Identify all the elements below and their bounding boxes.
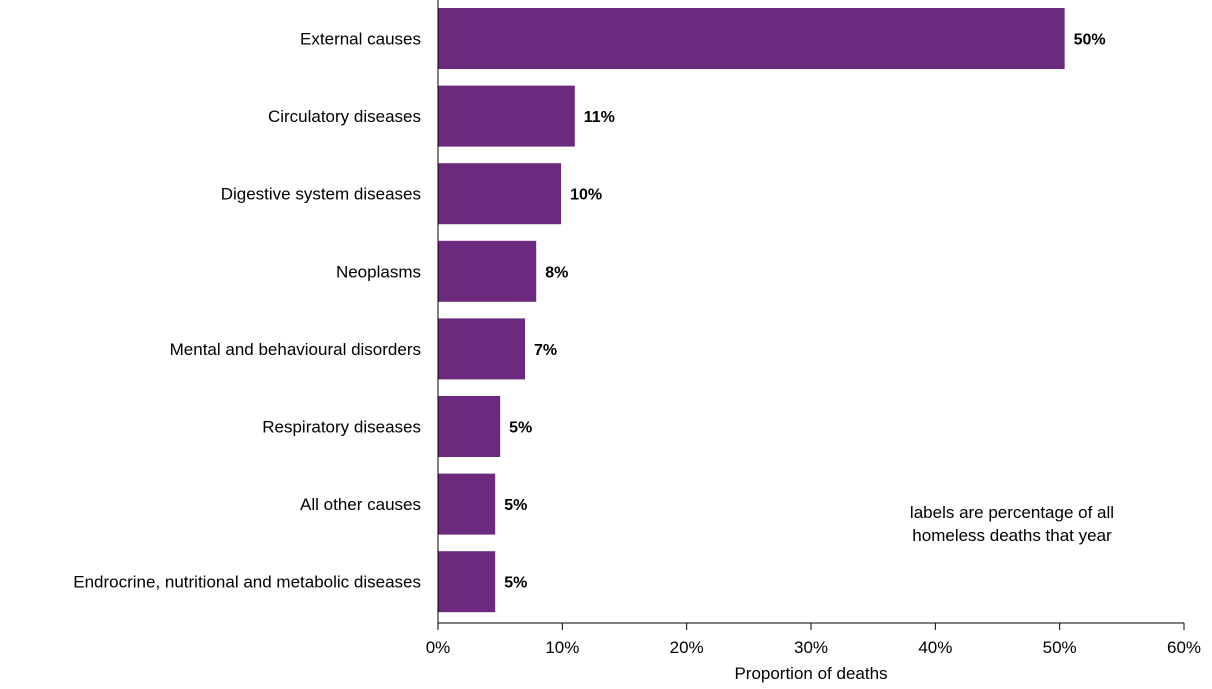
x-tick-label: 10% <box>545 638 579 657</box>
category-label: Neoplasms <box>336 262 421 281</box>
annotation-line-2: homeless deaths that year <box>912 526 1112 545</box>
x-tick-label: 20% <box>670 638 704 657</box>
category-label: Endrocrine, nutritional and metabolic di… <box>73 573 421 592</box>
category-label: Digestive system diseases <box>221 185 421 204</box>
x-axis: 0% 10% 20% 30% 40% 50% 60% <box>426 0 1201 657</box>
bar <box>438 240 537 302</box>
bar-value-label: 10% <box>570 187 602 204</box>
bar <box>438 8 1065 69</box>
bar <box>438 85 575 147</box>
x-axis-title: Proportion of deaths <box>734 664 887 683</box>
x-tick-label: 60% <box>1167 638 1201 657</box>
bar-value-label: 50% <box>1074 32 1106 49</box>
value-labels-layer: 50% 11% 10% 8% 7% 5% 5% 5% <box>504 32 1105 592</box>
x-tick-label: 40% <box>918 638 952 657</box>
bar <box>438 396 501 457</box>
bar-value-label: 8% <box>545 264 568 281</box>
category-label: Circulatory diseases <box>268 107 421 126</box>
bar-value-label: 5% <box>504 575 527 592</box>
bar-value-label: 7% <box>534 342 557 359</box>
category-label: Mental and behavioural disorders <box>170 340 421 359</box>
category-labels-layer: External causes Circulatory diseases Diges… <box>73 30 421 592</box>
bar-value-label: 5% <box>509 420 532 437</box>
x-tick-label: 50% <box>1043 638 1077 657</box>
bar <box>438 163 562 225</box>
bars-layer <box>438 8 1065 613</box>
bar <box>438 473 496 535</box>
category-label: Respiratory diseases <box>262 418 421 437</box>
x-tick-label: 0% <box>426 638 451 657</box>
bar <box>438 318 526 380</box>
bar <box>438 551 496 613</box>
x-tick-label: 30% <box>794 638 828 657</box>
annotation-line-1: labels are percentage of all <box>910 503 1114 522</box>
category-label: External causes <box>300 30 421 49</box>
bar-value-label: 5% <box>504 497 527 514</box>
bar-value-label: 11% <box>584 109 615 126</box>
category-label: All other causes <box>300 495 421 514</box>
